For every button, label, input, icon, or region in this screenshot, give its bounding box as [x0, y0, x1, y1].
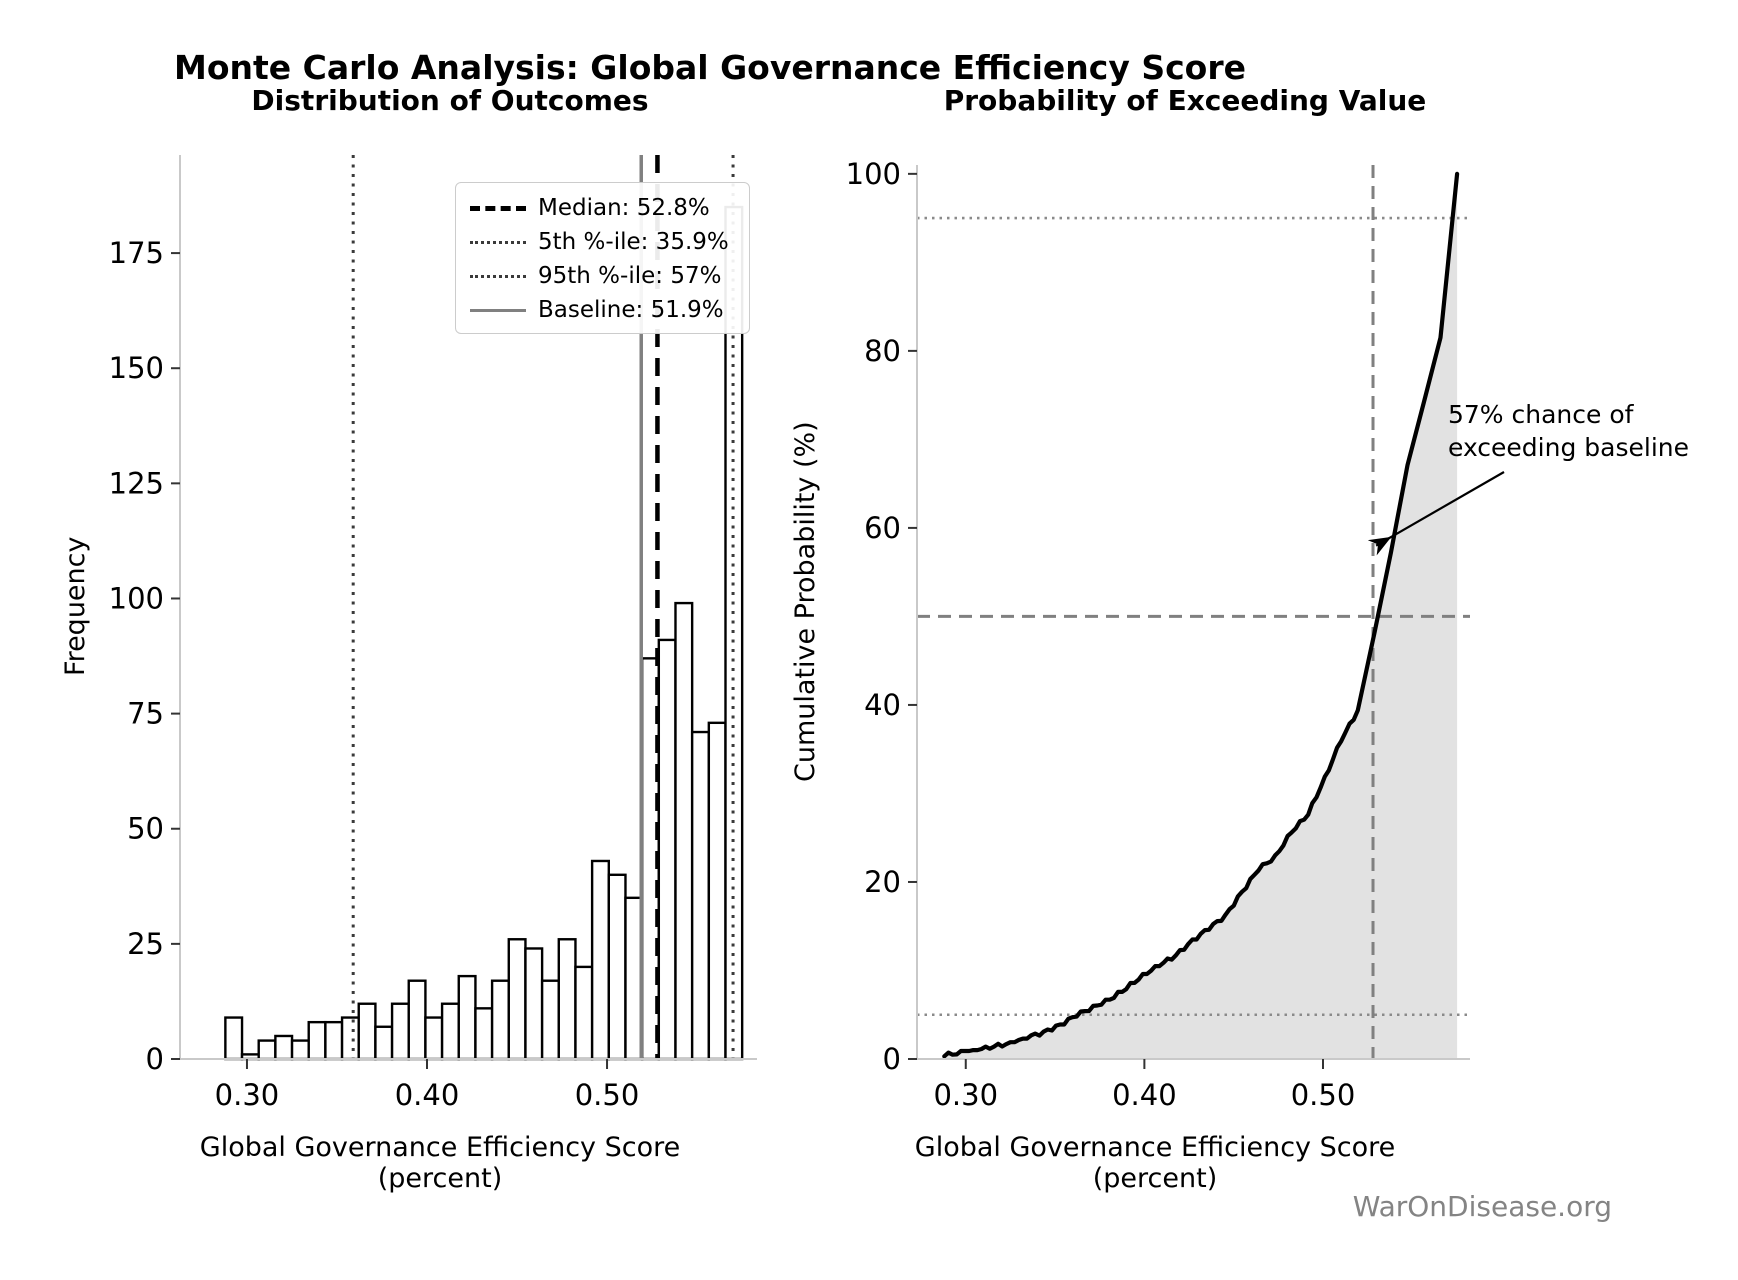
histogram-bar: [224, 1016, 244, 1061]
annotation-line-2: exceeding baseline: [1448, 433, 1689, 462]
histogram-bar: [724, 205, 744, 1061]
histogram-bar: [707, 721, 727, 1061]
x-tick-label: 0.40: [1112, 1078, 1177, 1112]
x-tick-label: 0.50: [575, 1078, 640, 1112]
histogram-bar: [574, 965, 594, 1061]
histogram-bar: [407, 979, 427, 1061]
y-tick-label: 175: [109, 236, 164, 270]
legend-label: 95th %-ile: 57%: [538, 263, 722, 289]
histogram-bar: [557, 938, 577, 1061]
legend-label: Median: 52.8%: [538, 195, 710, 221]
cdf-yaxis-label: Cumulative Probability (%): [790, 421, 821, 782]
histogram-bar: [540, 979, 560, 1061]
y-tick-label: 75: [127, 697, 164, 731]
histogram-bar: [374, 1025, 394, 1061]
histogram-bar: [340, 1016, 360, 1061]
cdf-curve: [942, 171, 1460, 1059]
annotation-arrow: [1367, 471, 1505, 556]
histogram-bar: [690, 730, 711, 1061]
y-tick-label: 25: [127, 927, 164, 961]
p5-line-sample-icon: [470, 240, 526, 244]
y-tick-label: 100: [846, 157, 901, 191]
annotation-line-1: 57% chance of: [1448, 400, 1634, 429]
cdf-fill-area: [944, 173, 1458, 1059]
histogram-bar: [324, 1020, 344, 1061]
median-line-sample-icon: [470, 205, 526, 211]
histogram-bar: [657, 638, 677, 1061]
histogram-bar: [390, 1002, 410, 1061]
histogram-bar: [607, 873, 627, 1061]
histogram-bar: [424, 1016, 444, 1061]
p95-line-sample-icon: [470, 274, 526, 278]
histogram-bar: [440, 1002, 460, 1061]
y-tick-label: 125: [109, 466, 164, 500]
y-tick-label: 0: [146, 1042, 164, 1076]
figure-title: Monte Carlo Analysis: Global Governance …: [174, 48, 1246, 87]
histogram-bar: [290, 1039, 310, 1061]
legend-item-baseline: Baseline: 51.9%: [470, 293, 749, 327]
histogram-title: Distribution of Outcomes: [251, 84, 649, 117]
cdf-xaxis-label: Global Governance Efficiency Score (perc…: [914, 1132, 1396, 1194]
baseline-line-sample-icon: [470, 308, 526, 312]
y-tick-label: 100: [109, 581, 164, 615]
source-watermark: WarOnDisease.org: [1352, 1190, 1612, 1223]
histogram-bar: [307, 1020, 327, 1061]
y-tick-label: 50: [127, 812, 164, 846]
histogram-bar: [507, 938, 527, 1061]
x-tick-label: 0.30: [933, 1078, 998, 1112]
y-tick-label: 20: [864, 865, 901, 899]
x-tick-label: 0.40: [395, 1078, 460, 1112]
legend-item-median: Median: 52.8%: [470, 191, 749, 225]
histogram-bar: [674, 601, 694, 1061]
histogram-bar: [257, 1039, 277, 1061]
y-tick-label: 40: [864, 688, 901, 722]
y-tick-label: 0: [883, 1042, 901, 1076]
histogram-bar: [590, 859, 610, 1061]
x-tick-label: 0.50: [1291, 1078, 1356, 1112]
legend-item-p95: 95th %-ile: 57%: [470, 259, 749, 293]
legend-label: Baseline: 51.9%: [538, 297, 724, 323]
histogram-bar: [524, 947, 544, 1061]
histogram-xaxis-label: Global Governance Efficiency Score (perc…: [199, 1132, 681, 1194]
legend: Median: 52.8% 5th %-ile: 35.9% 95th %-il…: [455, 182, 750, 334]
y-tick-label: 60: [864, 511, 901, 545]
y-tick-label: 80: [864, 334, 901, 368]
histogram-yaxis-label: Frequency: [60, 536, 91, 676]
histogram-bar: [457, 974, 477, 1061]
cdf-annotation: 57% chance of exceeding baseline: [1448, 398, 1689, 464]
x-tick-label: 0.30: [215, 1078, 280, 1112]
histogram-bar: [274, 1034, 294, 1061]
legend-label: 5th %-ile: 35.9%: [538, 229, 729, 255]
cdf-title: Probability of Exceeding Value: [943, 84, 1427, 117]
histogram-bar: [490, 979, 510, 1061]
histogram-bar: [474, 1007, 494, 1061]
histogram-bar: [357, 1002, 377, 1061]
y-tick-label: 150: [109, 351, 164, 385]
legend-item-p5: 5th %-ile: 35.9%: [470, 225, 749, 259]
